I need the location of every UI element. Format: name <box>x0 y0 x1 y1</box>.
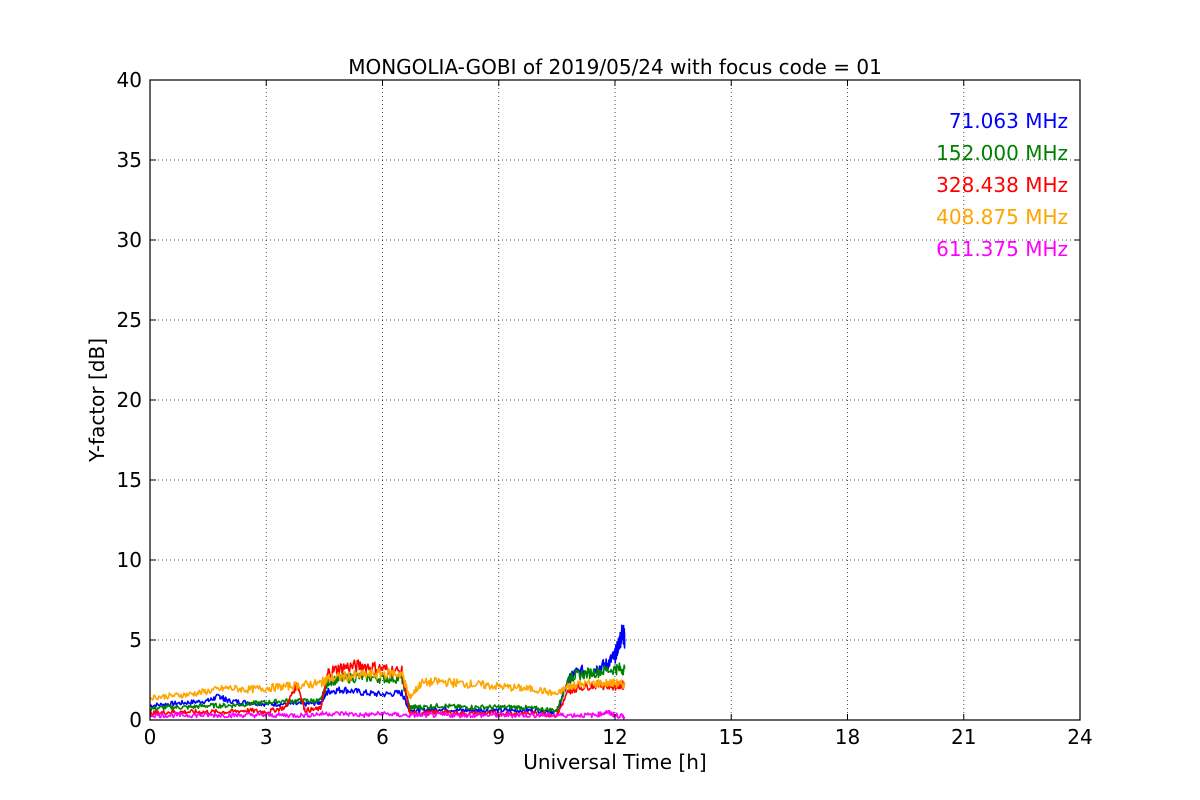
x-tick-label: 15 <box>719 725 744 749</box>
y-tick-label: 30 <box>117 228 142 252</box>
x-tick-label: 12 <box>602 725 627 749</box>
x-axis-title: Universal Time [h] <box>523 750 706 774</box>
y-tick-label: 15 <box>117 468 142 492</box>
series-line-5 <box>149 709 626 720</box>
y-tick-label: 0 <box>129 708 142 732</box>
y-tick-label: 20 <box>117 388 142 412</box>
y-tick-label: 10 <box>117 548 142 572</box>
ticks <box>149 79 1081 721</box>
x-tick-label: 3 <box>260 725 273 749</box>
x-tick-label: 9 <box>492 725 505 749</box>
y-tick-label: 35 <box>117 148 142 172</box>
y-axis-title: Y-factor [dB] <box>85 338 109 463</box>
y-tick-label: 40 <box>117 68 142 92</box>
chart-title: MONGOLIA-GOBI of 2019/05/24 with focus c… <box>348 55 882 79</box>
x-tick-label: 18 <box>835 725 860 749</box>
legend-entry-1: 71.063 MHz <box>949 109 1068 133</box>
legend: 71.063 MHz 152.000 MHz 328.438 MHz 408.875 … <box>936 109 1068 261</box>
y-tick-label: 25 <box>117 308 142 332</box>
legend-entry-5: 611.375 MHz <box>936 237 1068 261</box>
x-tick-label: 21 <box>951 725 976 749</box>
series-line-4 <box>150 667 626 701</box>
legend-entry-3: 328.438 MHz <box>936 173 1068 197</box>
series-line-3 <box>149 659 626 718</box>
x-tick-label: 6 <box>376 725 389 749</box>
x-tick-label: 0 <box>144 725 157 749</box>
series-lines <box>149 624 626 720</box>
legend-entry-2: 152.000 MHz <box>936 141 1068 165</box>
y-tick-labels: 0 5 10 15 20 25 30 35 40 <box>117 68 142 732</box>
legend-entry-4: 408.875 MHz <box>936 205 1068 229</box>
y-tick-label: 5 <box>129 628 142 652</box>
x-tick-label: 24 <box>1067 725 1092 749</box>
x-tick-labels: 0 3 6 9 12 15 18 21 24 <box>144 725 1093 749</box>
